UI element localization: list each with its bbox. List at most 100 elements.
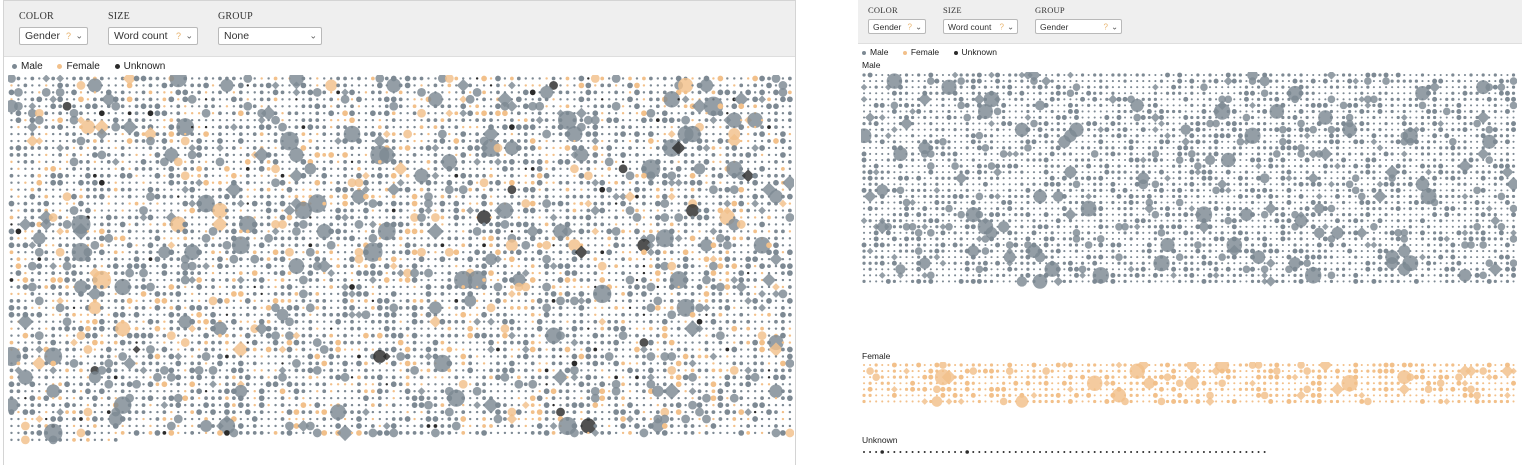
female-point[interactable] (641, 110, 647, 117)
female-point[interactable] (92, 270, 112, 290)
female-point[interactable] (336, 118, 340, 122)
male-point[interactable] (460, 172, 467, 179)
female-point[interactable] (753, 313, 757, 316)
male-point[interactable] (571, 270, 578, 276)
female-point[interactable] (781, 251, 785, 254)
male-point[interactable] (751, 199, 760, 208)
male-point[interactable] (58, 215, 62, 220)
female-point[interactable] (322, 153, 327, 157)
male-point[interactable] (364, 132, 368, 136)
male-point[interactable] (309, 209, 312, 212)
male-point[interactable] (522, 221, 529, 228)
female-point[interactable] (329, 91, 333, 94)
female-point[interactable] (475, 299, 479, 303)
male-point[interactable] (232, 299, 236, 303)
female-point[interactable] (267, 230, 270, 233)
male-point[interactable] (531, 112, 534, 115)
male-point[interactable] (621, 216, 625, 219)
male-point[interactable] (462, 251, 465, 254)
male-point[interactable] (135, 146, 138, 150)
male-point[interactable] (239, 355, 243, 358)
female-point[interactable] (719, 125, 722, 129)
male-point[interactable] (522, 124, 529, 130)
female-point[interactable] (503, 181, 507, 184)
male-point[interactable] (190, 83, 195, 88)
male-point[interactable] (65, 167, 69, 171)
male-point[interactable] (51, 333, 56, 338)
male-point[interactable] (225, 285, 229, 289)
male-point[interactable] (607, 153, 612, 157)
male-point[interactable] (703, 96, 724, 116)
male-point[interactable] (628, 285, 632, 289)
male-point[interactable] (114, 195, 117, 198)
male-point[interactable] (496, 361, 500, 366)
female-point[interactable] (767, 215, 771, 220)
male-point[interactable] (336, 299, 340, 303)
male-point[interactable] (399, 348, 402, 351)
male-point[interactable] (675, 165, 682, 172)
male-point[interactable] (782, 175, 794, 191)
male-point[interactable] (621, 243, 625, 248)
female-point[interactable] (670, 271, 673, 275)
male-point[interactable] (649, 313, 653, 316)
female-point[interactable] (461, 285, 466, 289)
unknown-point[interactable] (496, 347, 500, 352)
male-point[interactable] (58, 369, 62, 372)
male-point[interactable] (441, 237, 444, 240)
female-point[interactable] (545, 362, 548, 365)
female-point[interactable] (170, 237, 173, 240)
female-point[interactable] (357, 166, 361, 171)
male-point[interactable] (559, 77, 562, 80)
male-point[interactable] (621, 84, 625, 87)
male-point[interactable] (156, 84, 159, 87)
male-point[interactable] (329, 368, 334, 373)
male-point[interactable] (246, 292, 249, 296)
male-point[interactable] (780, 263, 786, 269)
male-point[interactable] (119, 172, 126, 179)
male-point[interactable] (217, 256, 223, 263)
male-point[interactable] (38, 376, 41, 379)
male-point[interactable] (260, 334, 263, 337)
female-point[interactable] (551, 236, 556, 241)
male-point[interactable] (335, 186, 341, 193)
male-point[interactable] (607, 334, 611, 337)
male-point[interactable] (386, 78, 401, 93)
male-point[interactable] (51, 195, 55, 198)
female-point[interactable] (759, 339, 765, 346)
male-point[interactable] (246, 285, 249, 289)
female-point[interactable] (292, 331, 301, 340)
male-point[interactable] (417, 87, 426, 97)
male-point[interactable] (545, 320, 548, 323)
male-point[interactable] (336, 146, 340, 150)
male-point[interactable] (557, 200, 564, 207)
male-point[interactable] (343, 327, 347, 330)
female-point[interactable] (224, 165, 230, 172)
male-point[interactable] (788, 76, 792, 81)
male-point[interactable] (753, 271, 757, 275)
size-select[interactable]: Word count ? ⌄ (108, 27, 198, 45)
female-point[interactable] (308, 139, 313, 143)
male-point[interactable] (455, 132, 458, 136)
male-point[interactable] (239, 160, 243, 164)
male-point[interactable] (121, 348, 124, 351)
male-point[interactable] (670, 320, 673, 323)
male-point[interactable] (517, 132, 521, 136)
male-point[interactable] (135, 209, 138, 212)
male-point[interactable] (69, 359, 79, 368)
male-point[interactable] (364, 285, 368, 289)
male-point[interactable] (304, 163, 317, 175)
male-point[interactable] (475, 118, 479, 123)
male-point[interactable] (760, 125, 764, 129)
female-point[interactable] (196, 277, 202, 283)
male-point[interactable] (601, 376, 604, 379)
male-point[interactable] (107, 112, 110, 115)
female-point[interactable] (441, 223, 444, 226)
male-point[interactable] (204, 118, 208, 122)
male-point[interactable] (628, 376, 632, 379)
female-point[interactable] (10, 84, 13, 87)
male-point[interactable] (594, 174, 597, 177)
male-point[interactable] (79, 105, 83, 108)
female-point[interactable] (523, 118, 528, 123)
female-point[interactable] (383, 277, 390, 283)
male-point[interactable] (98, 193, 105, 200)
